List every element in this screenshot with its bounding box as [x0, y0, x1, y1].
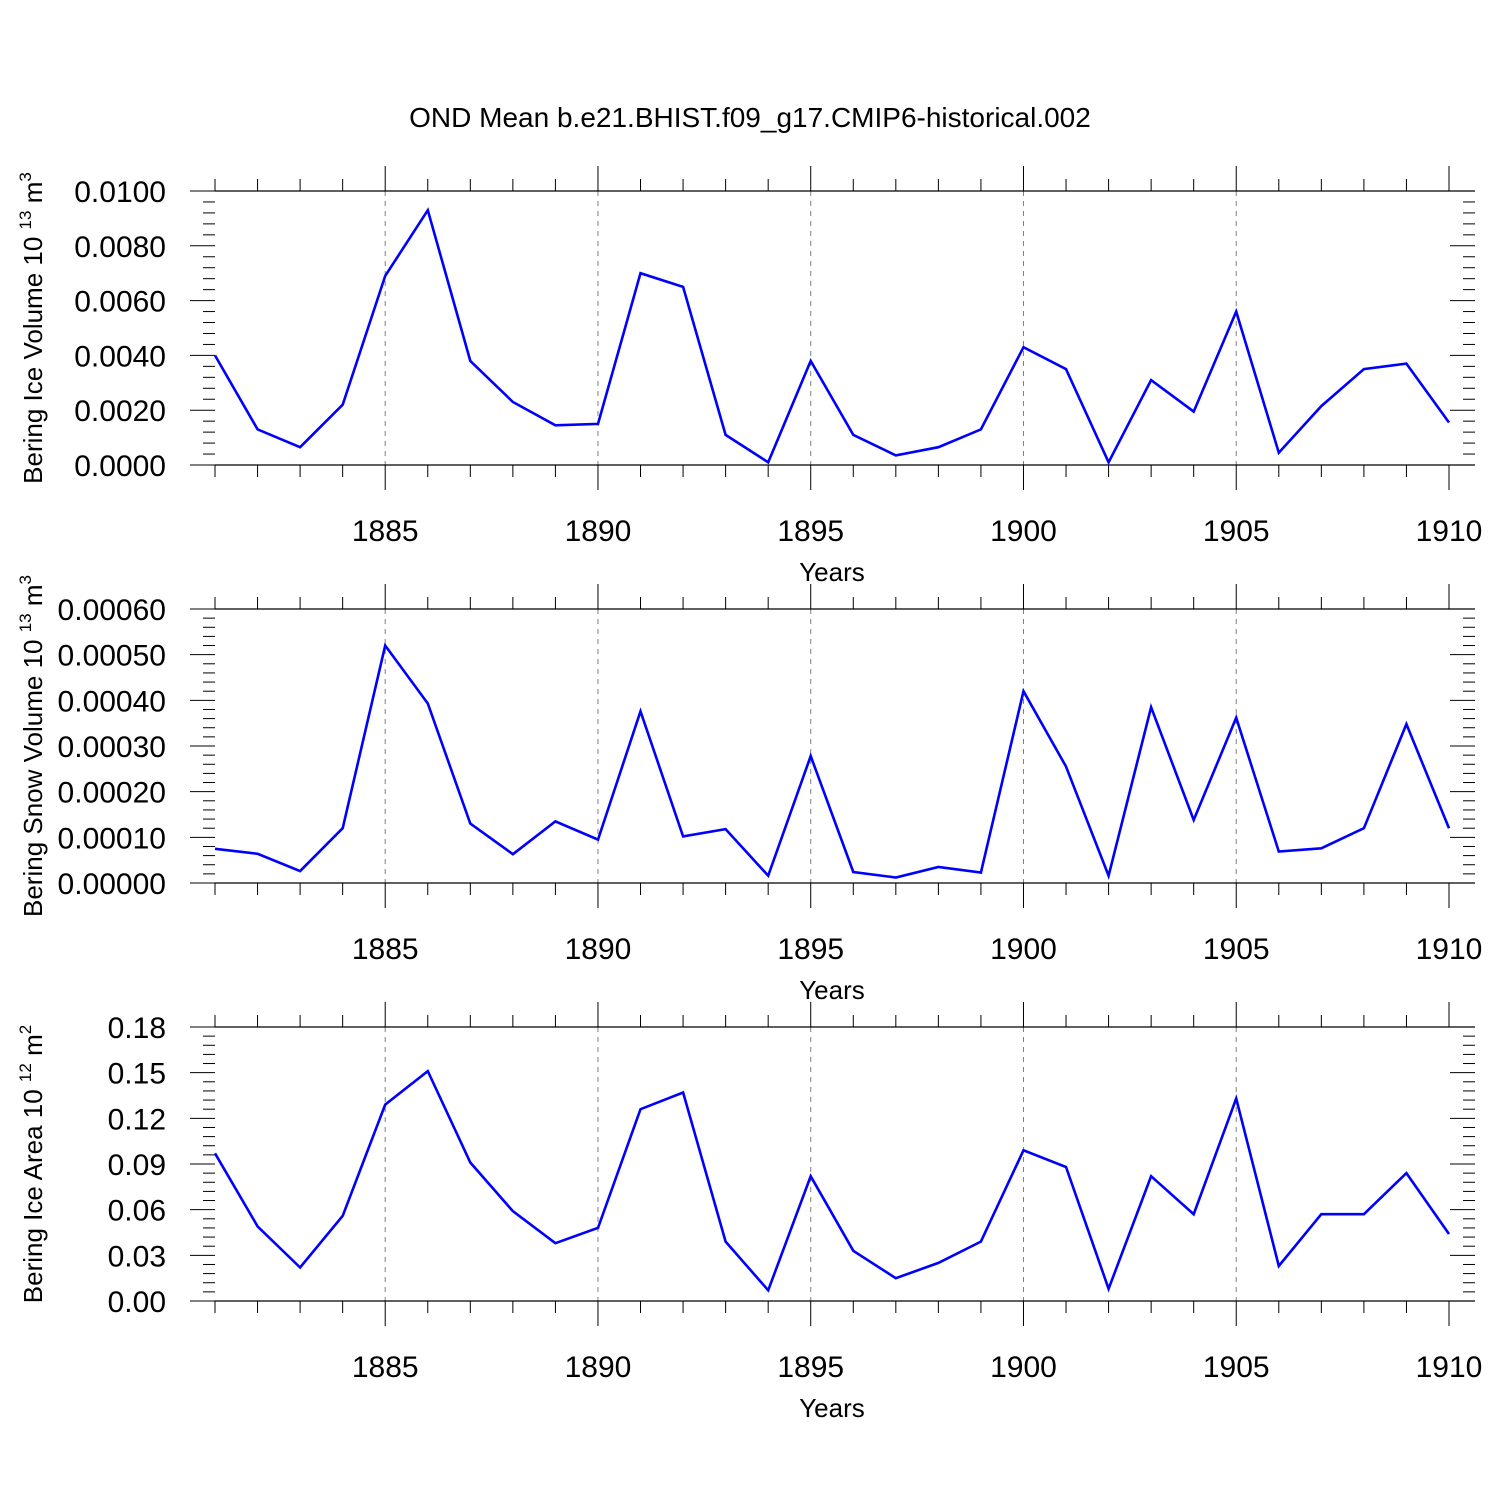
x-tick-label: 1905 [1203, 933, 1270, 966]
main-title: OND Mean b.e21.BHIST.f09_g17.CMIP6-histo… [409, 102, 1091, 133]
x-axis-title: Years [799, 1393, 865, 1423]
x-tick-label: 1900 [990, 1351, 1057, 1384]
y-axis-title: Bering Ice Area 10 12 m2 [16, 1025, 48, 1303]
y-tick-label: 0.0020 [74, 395, 166, 428]
y-tick-label: 0.0000 [74, 450, 166, 483]
panel-1: 0.0000 0.0020 0.0040 0.0060 0.0080 0.0100 1885… [16, 166, 1482, 587]
x-axis-title: Years [799, 557, 865, 587]
y-axis-title-text: m [18, 584, 48, 613]
y-tick-label: 0.00060 [58, 594, 166, 627]
y-axis-title-superscript: 3 [16, 575, 35, 584]
x-tick-label: 1895 [777, 515, 844, 548]
series-line [213, 1069, 1451, 1293]
panels: 0.0000 0.0020 0.0040 0.0060 0.0080 0.0100 1885… [16, 166, 1482, 1423]
panel-3: 0.00 0.03 0.06 0.09 0.12 0.15 0.18 1885 1890 1895… [16, 1002, 1482, 1423]
y-tick-label: 0.0040 [74, 340, 166, 373]
y-axis-title-text: Bering Snow Volume 10 [18, 632, 48, 917]
x-tick-label: 1900 [990, 515, 1057, 548]
y-tick-label: 0.06 [108, 1195, 166, 1228]
y-axis-title-text: Bering Ice Volume 10 [18, 229, 48, 483]
y-tick-label: 0.0060 [74, 286, 166, 319]
x-tick-label: 1910 [1416, 515, 1483, 548]
y-axis-title-superscript: 2 [16, 1025, 35, 1034]
y-tick-label: 0.00030 [58, 731, 166, 764]
x-tick-label: 1895 [777, 1351, 844, 1384]
y-axis-title: Bering Ice Volume 10 13 m3 [16, 172, 48, 484]
x-tick-label: 1890 [565, 1351, 632, 1384]
y-tick-label: 0.00050 [58, 640, 166, 673]
y-tick-label: 0.09 [108, 1149, 166, 1182]
x-tick-label: 1910 [1416, 1351, 1483, 1384]
y-axis-title-superscript: 12 [16, 1063, 35, 1082]
y-tick-label: 0.0100 [74, 176, 166, 209]
y-tick-label: 0.12 [108, 1103, 166, 1136]
x-tick-label: 1905 [1203, 515, 1270, 548]
x-tick-label: 1900 [990, 933, 1057, 966]
y-axis-title-text: m [18, 182, 48, 211]
x-tick-label: 1890 [565, 933, 632, 966]
y-tick-label: 0.0080 [74, 231, 166, 264]
y-tick-label: 0.00000 [58, 868, 166, 901]
series-line [213, 207, 1451, 466]
x-tick-label: 1895 [777, 933, 844, 966]
y-axis-title-superscript: 13 [16, 613, 35, 632]
y-tick-label: 0.00040 [58, 685, 166, 718]
y-axis-title: Bering Snow Volume 10 13 m3 [16, 575, 48, 917]
x-tick-label: 1885 [352, 515, 419, 548]
x-tick-label: 1890 [565, 515, 632, 548]
y-tick-label: 0.00 [108, 1286, 166, 1319]
x-axis-title: Years [799, 975, 865, 1005]
y-tick-label: 0.15 [108, 1058, 166, 1091]
x-tick-label: 1885 [352, 933, 419, 966]
y-tick-label: 0.00020 [58, 777, 166, 810]
x-tick-label: 1910 [1416, 933, 1483, 966]
y-tick-label: 0.00010 [58, 822, 166, 855]
y-tick-label: 0.18 [108, 1012, 166, 1045]
x-tick-label: 1885 [352, 1351, 419, 1384]
y-axis-title-text: m [18, 1034, 48, 1063]
y-axis-title-text: Bering Ice Area 10 [18, 1082, 48, 1303]
y-tick-label: 0.03 [108, 1240, 166, 1273]
y-axis-title-superscript: 13 [16, 211, 35, 230]
series-line [214, 642, 1451, 880]
panel-2: 0.00000 0.00010 0.00020 0.00030 0.00040 0.000… [16, 575, 1482, 1005]
x-tick-label: 1905 [1203, 1351, 1270, 1384]
y-axis-title-superscript: 3 [16, 172, 35, 181]
